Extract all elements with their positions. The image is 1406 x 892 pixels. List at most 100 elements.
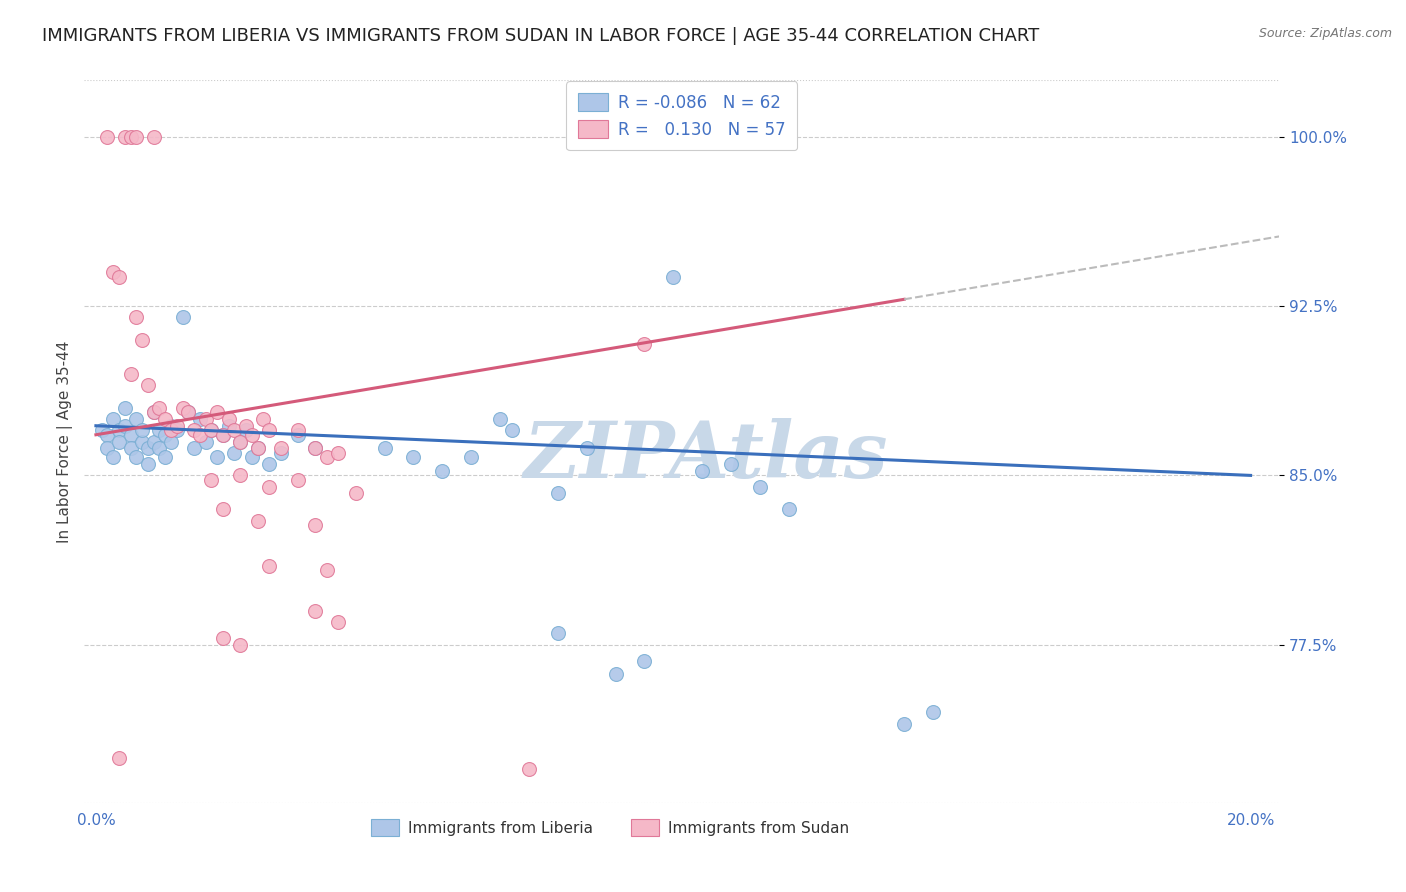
Point	[315, 450, 337, 465]
Point	[114, 129, 136, 144]
Point	[148, 442, 170, 456]
Point	[136, 457, 159, 471]
Point	[270, 446, 292, 460]
Point	[501, 423, 523, 437]
Point	[489, 412, 512, 426]
Point	[246, 442, 269, 456]
Point	[142, 129, 165, 144]
Point	[304, 518, 326, 533]
Point	[160, 423, 183, 437]
Point	[166, 418, 188, 433]
Point	[287, 427, 309, 442]
Point	[177, 405, 200, 419]
Point	[160, 434, 183, 449]
Point	[136, 442, 159, 456]
Point	[125, 310, 148, 325]
Y-axis label: In Labor Force | Age 35-44: In Labor Force | Age 35-44	[58, 341, 73, 542]
Point	[328, 446, 350, 460]
Point	[229, 638, 252, 652]
Point	[108, 750, 131, 764]
Point	[142, 405, 165, 419]
Point	[328, 615, 350, 629]
Point	[212, 631, 235, 645]
Point	[125, 412, 148, 426]
Point	[374, 442, 396, 456]
Point	[153, 412, 176, 426]
Point	[131, 333, 153, 347]
Point	[257, 480, 280, 494]
Point	[96, 442, 118, 456]
Point	[172, 401, 194, 415]
Point	[103, 412, 125, 426]
Point	[235, 423, 257, 437]
Point	[547, 486, 569, 500]
Point	[229, 434, 252, 449]
Point	[229, 468, 252, 483]
Point	[287, 473, 309, 487]
Point	[212, 427, 235, 442]
Point	[108, 434, 131, 449]
Point	[287, 423, 309, 437]
Point	[212, 427, 235, 442]
Point	[166, 423, 188, 437]
Point	[402, 450, 425, 465]
Point	[177, 405, 200, 419]
Point	[131, 423, 153, 437]
Point	[720, 457, 742, 471]
Point	[246, 442, 269, 456]
Point	[229, 434, 252, 449]
Point	[605, 667, 627, 681]
Point	[120, 427, 142, 442]
Point	[108, 269, 131, 284]
Point	[188, 427, 211, 442]
Point	[200, 473, 222, 487]
Point	[344, 486, 367, 500]
Point	[212, 502, 235, 516]
Point	[235, 418, 257, 433]
Point	[114, 418, 136, 433]
Point	[153, 450, 176, 465]
Point	[432, 464, 454, 478]
Point	[188, 412, 211, 426]
Point	[120, 442, 142, 456]
Point	[205, 405, 228, 419]
Point	[103, 450, 125, 465]
Point	[252, 412, 274, 426]
Point	[148, 401, 170, 415]
Point	[218, 412, 240, 426]
Point	[922, 706, 945, 720]
Point	[194, 434, 217, 449]
Point	[183, 442, 205, 456]
Point	[270, 442, 292, 456]
Point	[200, 423, 222, 437]
Point	[547, 626, 569, 640]
Point	[90, 423, 112, 437]
Point	[183, 423, 205, 437]
Point	[224, 446, 246, 460]
Point	[240, 427, 263, 442]
Point	[125, 450, 148, 465]
Point	[103, 265, 125, 279]
Point	[315, 563, 337, 577]
Point	[304, 442, 326, 456]
Point	[633, 337, 655, 351]
Point	[114, 401, 136, 415]
Point	[575, 442, 598, 456]
Point	[136, 378, 159, 392]
Point	[304, 442, 326, 456]
Point	[893, 716, 915, 731]
Point	[125, 129, 148, 144]
Point	[218, 418, 240, 433]
Point	[142, 405, 165, 419]
Legend: Immigrants from Liberia, Immigrants from Sudan: Immigrants from Liberia, Immigrants from…	[366, 814, 855, 842]
Point	[108, 423, 131, 437]
Point	[120, 367, 142, 381]
Point	[246, 514, 269, 528]
Point	[304, 604, 326, 618]
Point	[748, 480, 770, 494]
Point	[257, 558, 280, 573]
Point	[517, 762, 540, 776]
Point	[224, 423, 246, 437]
Point	[633, 654, 655, 668]
Point	[142, 434, 165, 449]
